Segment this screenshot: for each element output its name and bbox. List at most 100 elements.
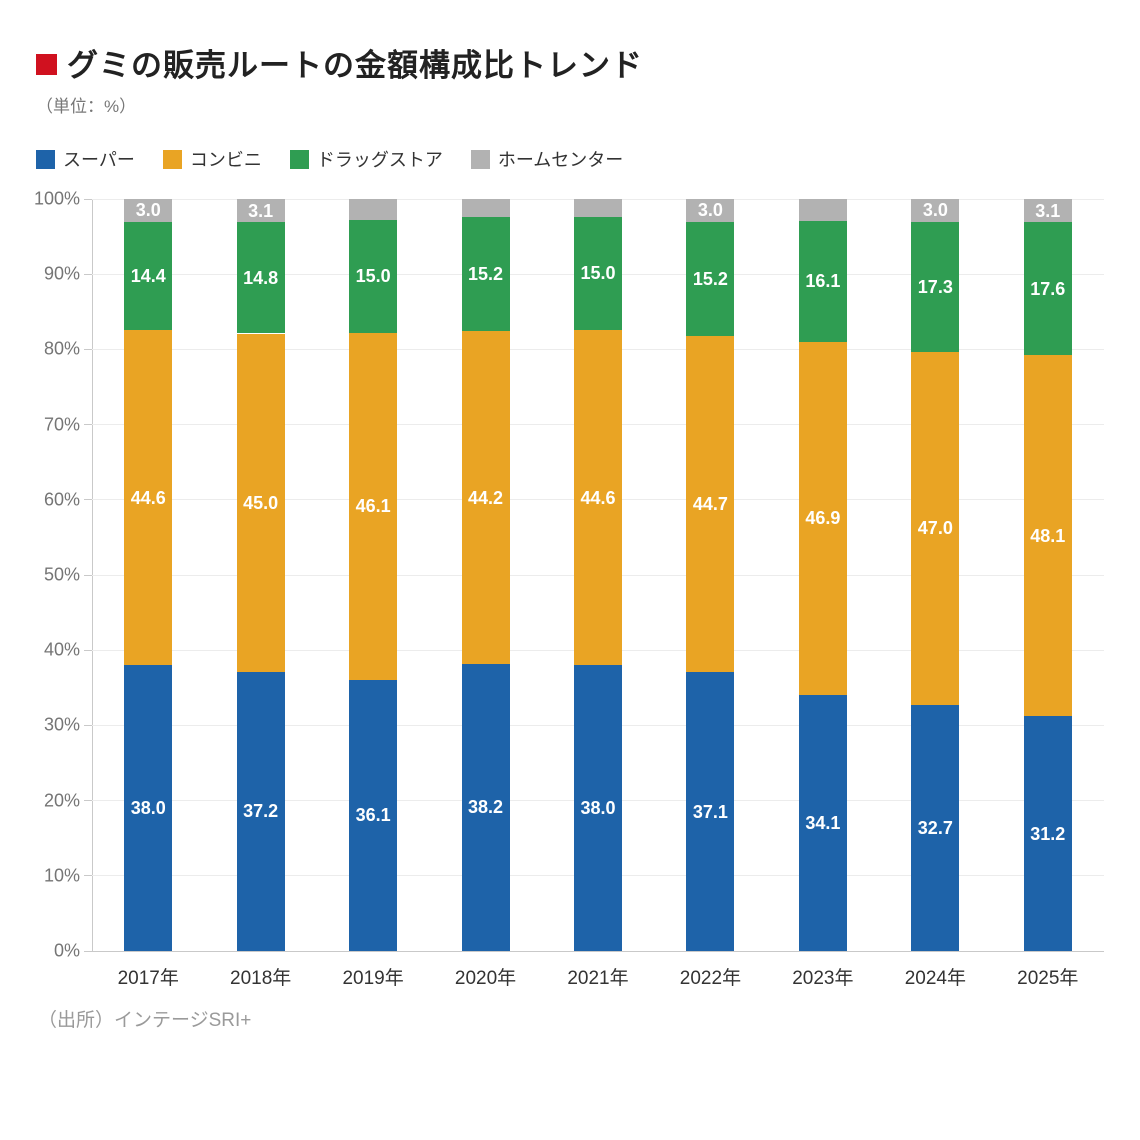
bar-segment-スーパー-2018年 — [236, 671, 285, 951]
bar-segment-コンビニ-2020年 — [461, 331, 510, 664]
y-axis-tick — [84, 198, 92, 200]
unit-note: （単位：%） — [36, 97, 137, 116]
bar-segment-コンビニ-2019年 — [349, 332, 398, 680]
y-axis-tick — [84, 574, 92, 576]
y-axis-label-80%: 80% — [43, 338, 80, 359]
legend-label: ドラッグストア — [316, 150, 443, 170]
bar-segment-スーパー-2022年 — [686, 672, 735, 951]
y-axis-label-40%: 40% — [43, 639, 80, 660]
value-label-ホームセンター-2025年: 3.1 — [1035, 200, 1061, 221]
y-axis-tick — [84, 875, 92, 877]
value-label-スーパー-2023年: 34.1 — [805, 812, 841, 833]
value-label-ドラッグストア-2022年: 15.2 — [692, 268, 728, 289]
value-label-コンビニ-2024年: 47.0 — [917, 518, 953, 539]
chart-legend: スーパー コンビニ ドラッグストア ホームセンター — [36, 146, 623, 172]
y-axis-tick — [84, 950, 92, 952]
bar-segment-ホームセンター-2022年 — [686, 199, 735, 222]
bar-segment-コンビニ-2025年 — [1023, 354, 1072, 717]
x-axis-label-2021年: 2021年 — [567, 968, 629, 989]
value-label-スーパー-2018年: 37.2 — [243, 801, 279, 822]
legend-item-3: ホームセンター — [470, 146, 623, 172]
source-note: （出所）インテージSRI+ — [38, 1010, 252, 1031]
bar-2023年: 34.1 46.9 16.1 — [798, 199, 847, 951]
legend-item-0: スーパー — [36, 146, 135, 172]
bar-segment-ホームセンター-2024年 — [911, 199, 960, 222]
value-label-ドラッグストア-2023年: 16.1 — [805, 271, 841, 292]
bar-segment-ドラッグストア-2022年 — [686, 221, 735, 336]
page-title-row: グミの販売ルートの金額構成比トレンド — [36, 40, 643, 85]
bar-segment-スーパー-2024年 — [911, 705, 960, 951]
legend-swatch-icon — [289, 149, 309, 169]
value-label-ドラッグストア-2018年: 14.8 — [243, 267, 279, 288]
legend-item-1: コンビニ — [162, 146, 262, 172]
bar-segment-ホームセンター-2017年 — [124, 199, 173, 222]
value-label-ドラッグストア-2020年: 15.2 — [468, 264, 504, 285]
legend-swatch-icon — [470, 149, 490, 169]
x-axis-label-2019年: 2019年 — [342, 968, 404, 989]
legend-swatch-icon — [36, 149, 55, 169]
value-label-コンビニ-2019年: 46.1 — [355, 496, 391, 517]
bar-segment-スーパー-2021年 — [574, 665, 622, 951]
bar-segment-ドラッグストア-2018年 — [236, 222, 285, 334]
bar-segment-ホームセンター-2018年 — [236, 199, 285, 223]
bar-segment-スーパー-2020年 — [461, 663, 510, 951]
value-label-スーパー-2022年: 37.1 — [692, 801, 728, 822]
value-label-スーパー-2020年: 38.2 — [468, 797, 504, 818]
bar-segment-コンビニ-2017年 — [124, 329, 173, 666]
y-axis-label-60%: 60% — [43, 489, 80, 510]
bar-segment-ホームセンター-2023年 — [798, 199, 847, 221]
bar-segment-スーパー-2025年 — [1023, 716, 1072, 951]
value-label-ホームセンター-2022年: 3.0 — [697, 200, 723, 221]
bar-segment-コンビニ-2018年 — [236, 333, 285, 672]
title-square-icon — [36, 54, 57, 75]
y-axis-tick — [84, 724, 92, 726]
value-label-スーパー-2019年: 36.1 — [355, 805, 391, 826]
bar-segment-コンビニ-2022年 — [686, 335, 735, 673]
bar-segment-コンビニ-2021年 — [574, 329, 622, 666]
x-axis-label-2023年: 2023年 — [792, 968, 854, 989]
bar-2017年: 38.0 44.6 14.4 3.0 — [124, 199, 173, 951]
bar-2019年: 36.1 46.1 15.0 — [349, 199, 398, 951]
value-label-ドラッグストア-2017年: 14.4 — [130, 265, 166, 286]
value-label-スーパー-2017年: 38.0 — [130, 798, 166, 819]
x-axis-label-2020年: 2020年 — [454, 968, 517, 989]
bar-2025年: 31.2 48.1 17.6 3.1 — [1023, 199, 1072, 951]
y-axis-line — [92, 199, 93, 952]
x-axis-label-2024年: 2024年 — [904, 968, 966, 989]
gridline-100% — [92, 198, 1104, 200]
y-axis-label-10%: 10% — [43, 865, 80, 886]
bar-segment-ドラッグストア-2025年 — [1023, 222, 1072, 355]
bar-segment-スーパー-2023年 — [798, 694, 847, 951]
value-label-コンビニ-2018年: 45.0 — [243, 492, 279, 513]
y-axis-tick — [84, 348, 92, 350]
value-label-コンビニ-2021年: 44.6 — [580, 487, 616, 508]
value-label-スーパー-2024年: 32.7 — [917, 818, 953, 839]
bar-2024年: 32.7 47.0 17.3 3.0 — [911, 199, 960, 951]
bar-2018年: 37.2 45.0 14.8 3.1 — [236, 199, 285, 951]
y-axis-label-90%: 90% — [43, 263, 80, 284]
y-axis-label-100%: 100% — [33, 188, 80, 209]
bar-segment-ドラッグストア-2023年 — [798, 220, 847, 342]
plot-area: 0% 10% 20% 30% 40% 50% 60% 70% 80% 90% 100% 38.0 44.… — [34, 189, 1104, 989]
y-axis-label-70%: 70% — [43, 414, 80, 435]
value-label-スーパー-2025年: 31.2 — [1030, 823, 1066, 844]
value-label-ドラッグストア-2024年: 17.3 — [917, 276, 953, 297]
x-axis-label-2022年: 2022年 — [679, 968, 742, 989]
bar-segment-ホームセンター-2021年 — [574, 199, 622, 218]
y-axis-tick — [84, 424, 92, 426]
bar-segment-スーパー-2017年 — [124, 665, 173, 951]
value-label-コンビニ-2020年: 44.2 — [468, 487, 504, 508]
value-label-コンビニ-2022年: 44.7 — [692, 493, 728, 514]
bar-2022年: 37.1 44.7 15.2 3.0 — [686, 199, 735, 951]
legend-swatch-icon — [162, 149, 182, 169]
legend-label: コンビニ — [189, 150, 262, 170]
gridline-0% — [92, 951, 1104, 952]
legend-label: スーパー — [63, 150, 135, 170]
y-axis-tick — [84, 273, 92, 275]
y-axis-tick — [84, 499, 92, 501]
y-axis-tick — [84, 649, 92, 651]
y-axis-tick — [84, 800, 92, 802]
value-label-ホームセンター-2018年: 3.1 — [248, 200, 274, 221]
value-label-ホームセンター-2017年: 3.0 — [135, 200, 161, 221]
